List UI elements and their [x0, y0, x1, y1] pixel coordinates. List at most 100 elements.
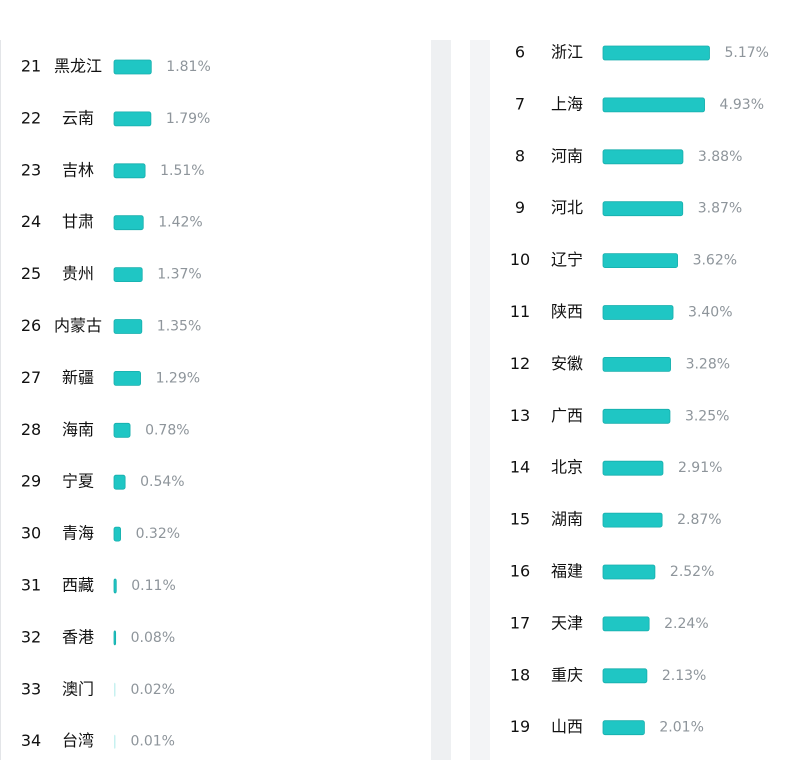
- province-name: 北京: [551, 458, 583, 477]
- rank: 9: [515, 198, 525, 217]
- province-name: 山西: [551, 717, 583, 736]
- province-name: 辽宁: [551, 250, 583, 269]
- rank: 23: [21, 160, 41, 179]
- rank: 27: [21, 368, 41, 387]
- province-name: 重庆: [551, 665, 583, 684]
- bar: [602, 720, 645, 736]
- value-label: 0.32%: [136, 526, 180, 542]
- rank: 26: [21, 316, 41, 335]
- province-name: 西藏: [62, 576, 94, 595]
- province-name: 香港: [62, 627, 94, 646]
- province-name: 河南: [551, 146, 583, 165]
- bar: [602, 616, 650, 632]
- bar: [113, 215, 144, 231]
- province-name: 吉林: [62, 160, 94, 179]
- rank: 28: [21, 420, 41, 439]
- rank: 8: [515, 146, 525, 165]
- value-label: 0.78%: [145, 422, 189, 438]
- value-label: 1.51%: [160, 163, 204, 179]
- value-label: 3.62%: [693, 253, 737, 269]
- bar: [602, 460, 664, 476]
- rank: 10: [510, 250, 530, 269]
- province-name: 陕西: [551, 302, 583, 321]
- rank: 19: [510, 717, 530, 736]
- value-label: 2.91%: [678, 460, 722, 476]
- bar: [602, 201, 684, 217]
- bar: [113, 422, 131, 438]
- province-name: 河北: [551, 198, 583, 217]
- province-name: 云南: [62, 108, 94, 127]
- province-name: 福建: [551, 562, 583, 581]
- bar: [114, 734, 116, 749]
- bar: [602, 668, 648, 684]
- bar: [602, 149, 684, 165]
- province-name: 黑龙江: [54, 57, 102, 76]
- bar: [114, 682, 116, 697]
- value-label: 2.13%: [662, 668, 706, 684]
- bar: [113, 370, 141, 386]
- rank: 33: [21, 679, 41, 698]
- province-name: 上海: [551, 94, 583, 113]
- rank: 30: [21, 524, 41, 543]
- divider: [470, 40, 490, 760]
- value-label: 3.25%: [685, 408, 729, 424]
- bar: [602, 408, 671, 424]
- province-name: 宁夏: [62, 472, 94, 491]
- bar: [113, 163, 146, 179]
- bar: [602, 305, 674, 320]
- value-label: 2.24%: [664, 616, 708, 632]
- rank: 31: [21, 576, 41, 595]
- rank: 25: [21, 264, 41, 283]
- rank: 15: [510, 510, 530, 529]
- province-name: 青海: [62, 524, 94, 543]
- rank: 14: [510, 458, 530, 477]
- province-name: 澳门: [62, 679, 94, 698]
- bar: [113, 630, 117, 646]
- value-label: 1.37%: [157, 267, 201, 283]
- bar: [113, 267, 143, 283]
- province-name: 台湾: [62, 731, 94, 750]
- rank: 21: [21, 57, 41, 76]
- province-name: 湖南: [551, 510, 583, 529]
- rank: 17: [510, 613, 530, 632]
- value-label: 0.02%: [131, 682, 175, 698]
- rank: 34: [21, 731, 41, 750]
- bar: [602, 97, 705, 113]
- province-name: 内蒙古: [54, 316, 102, 335]
- value-label: 1.42%: [158, 215, 202, 231]
- province-name: 新疆: [62, 368, 94, 387]
- value-label: 1.81%: [166, 59, 210, 75]
- value-label: 5.17%: [725, 45, 769, 61]
- value-label: 0.54%: [140, 474, 184, 490]
- rank: 32: [21, 627, 41, 646]
- value-label: 0.11%: [131, 578, 175, 594]
- province-name: 浙江: [551, 43, 583, 62]
- bar: [113, 319, 143, 334]
- bar: [602, 45, 710, 61]
- rank: 6: [515, 43, 525, 62]
- value-label: 2.52%: [670, 564, 714, 580]
- rank: 13: [510, 406, 530, 425]
- bar: [602, 356, 671, 372]
- value-label: 3.87%: [698, 201, 742, 217]
- value-label: 2.01%: [659, 720, 703, 736]
- rank: 18: [510, 665, 530, 684]
- value-label: 1.29%: [156, 370, 200, 386]
- divider: [431, 40, 451, 760]
- province-name: 贵州: [62, 264, 94, 283]
- rank: 12: [510, 354, 530, 373]
- value-label: 4.93%: [720, 97, 764, 113]
- province-name: 广西: [551, 406, 583, 425]
- rank: 29: [21, 472, 41, 491]
- value-label: 3.28%: [686, 356, 730, 372]
- bar: [113, 578, 117, 594]
- value-label: 2.87%: [677, 512, 721, 528]
- bar: [113, 474, 126, 490]
- bar: [113, 59, 152, 75]
- rank: 22: [21, 108, 41, 127]
- province-name: 天津: [551, 613, 583, 632]
- bar: [113, 526, 121, 542]
- bar: [602, 253, 678, 269]
- value-label: 1.79%: [166, 111, 210, 127]
